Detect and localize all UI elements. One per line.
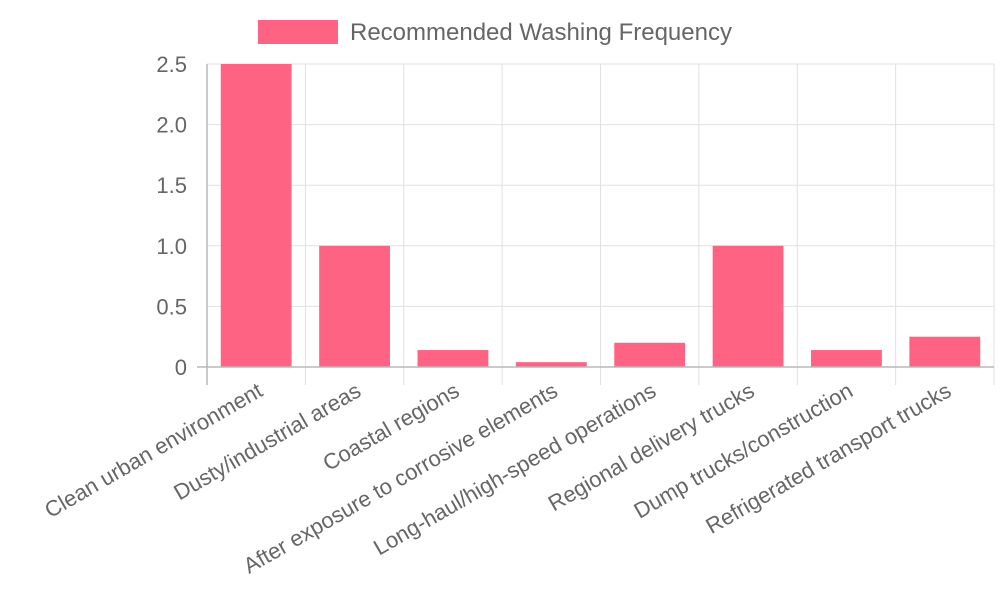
legend-label: Recommended Washing Frequency <box>350 19 732 46</box>
x-tick-label: Dusty/industrial areas <box>169 378 365 505</box>
legend-swatch <box>258 20 338 44</box>
x-axis-ticks: Clean urban environmentDusty/industrial … <box>40 378 955 579</box>
bar[interactable] <box>712 245 784 367</box>
bar[interactable] <box>811 350 882 367</box>
y-tick-label: 1.0 <box>156 234 187 259</box>
y-tick-label: 0 <box>175 355 187 380</box>
bar[interactable] <box>614 342 686 367</box>
legend[interactable]: Recommended Washing Frequency <box>258 19 732 46</box>
y-tick-label: 0.5 <box>156 294 187 319</box>
axes <box>197 64 994 385</box>
bar[interactable] <box>417 350 489 367</box>
y-tick-label: 2.0 <box>156 113 187 138</box>
bars <box>220 64 981 367</box>
bar[interactable] <box>515 362 587 367</box>
y-axis-ticks: 0 0.5 1.0 1.5 2.0 2.5 <box>156 52 187 380</box>
bar[interactable] <box>319 245 390 367</box>
y-tick-label: 2.5 <box>156 52 187 77</box>
y-tick-label: 1.5 <box>156 173 187 198</box>
bar[interactable] <box>220 64 292 367</box>
bar[interactable] <box>909 336 981 367</box>
